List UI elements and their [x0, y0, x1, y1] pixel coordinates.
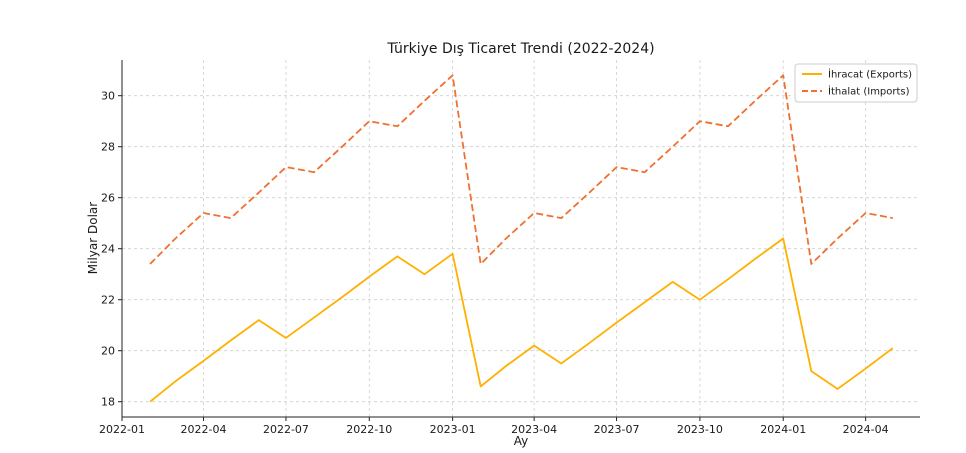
x-tick-label: 2023-10	[677, 423, 723, 436]
y-ticks: 18 20 22 24 26 28 30	[101, 90, 122, 409]
legend: İhracat (Exports) İthalat (Imports)	[794, 63, 918, 103]
y-tick-label: 26	[101, 192, 115, 205]
x-tick-label: 2023-07	[594, 423, 640, 436]
x-tick-label: 2023-04	[511, 423, 557, 436]
x-tick-label: 2024-01	[760, 423, 806, 436]
x-tick-label: 2022-04	[181, 423, 227, 436]
x-tick-label: 2022-01	[99, 423, 145, 436]
legend-label-exports: İhracat (Exports)	[828, 68, 912, 81]
y-tick-label: 24	[101, 243, 115, 256]
x-tick-label: 2024-04	[843, 423, 889, 436]
x-tick-label: 2023-01	[430, 423, 476, 436]
legend-box	[794, 63, 918, 103]
y-tick-label: 22	[101, 294, 115, 307]
x-ticks: 2022-01 2022-04 2022-07 2022-10 2023-01 2023-…	[99, 417, 889, 436]
legend-label-imports: İthalat (Imports)	[828, 85, 910, 98]
imports-series-line	[149, 74, 893, 265]
y-tick-label: 18	[101, 396, 115, 409]
grid	[121, 60, 920, 417]
axes	[121, 60, 920, 418]
x-tick-label: 2022-10	[346, 423, 392, 436]
x-axis-label: Ay	[514, 434, 529, 448]
chart-title: Türkiye Dış Ticaret Trendi (2022-2024)	[386, 41, 654, 57]
y-tick-label: 20	[101, 345, 115, 358]
y-axis-label: Milyar Dolar	[86, 202, 100, 274]
y-tick-label: 28	[101, 141, 115, 154]
x-tick-label: 2022-07	[263, 423, 309, 436]
y-tick-label: 30	[101, 90, 115, 103]
exports-series-line	[149, 237, 894, 403]
series-lines	[149, 74, 894, 403]
